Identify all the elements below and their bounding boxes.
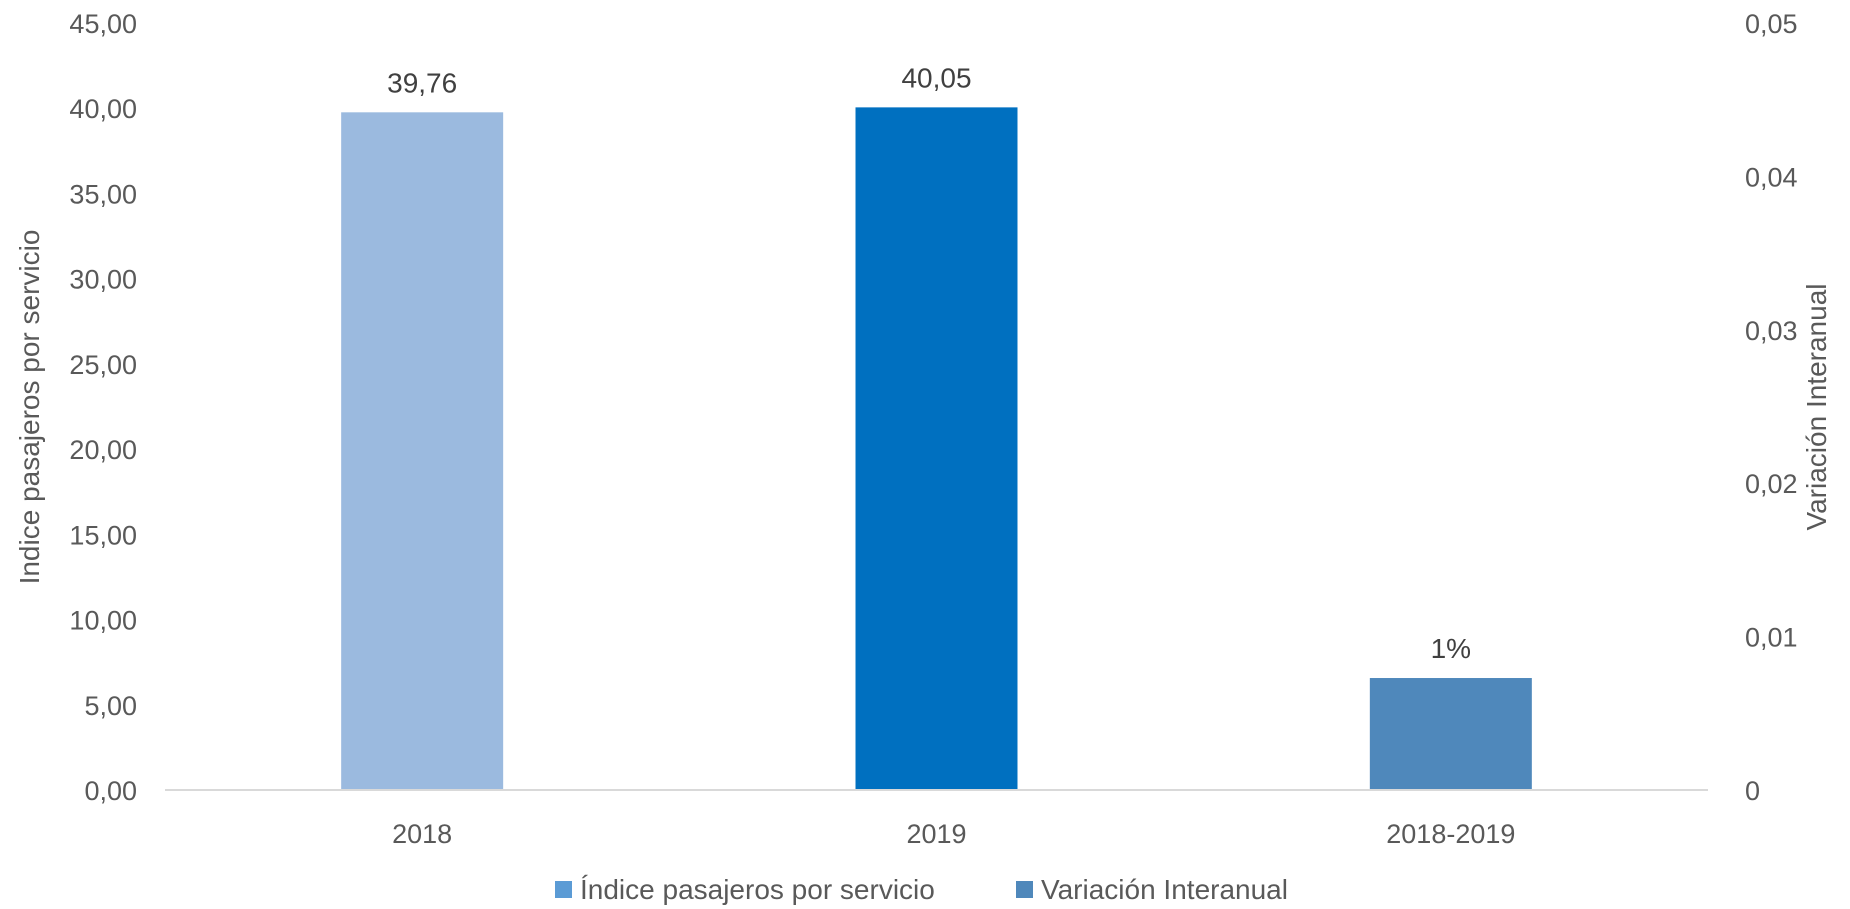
left-tick-label: 40,00 (69, 94, 137, 124)
right-tick-label: 0,05 (1745, 9, 1798, 39)
x-tick-label: 2018-2019 (1386, 819, 1515, 849)
right-axis-title: Variación Interanual (1801, 284, 1832, 531)
left-tick-label: 0,00 (84, 776, 137, 806)
left-tick-label: 10,00 (69, 606, 137, 636)
data-labels: 39,76 40,05 1% (387, 62, 1471, 664)
right-tick-label: 0 (1745, 776, 1760, 806)
x-axis-tick-labels: 2018 2019 2018-2019 (392, 819, 1515, 849)
x-tick-label: 2018 (392, 819, 452, 849)
left-tick-label: 15,00 (69, 520, 137, 550)
right-tick-label: 0,04 (1745, 162, 1798, 192)
right-tick-label: 0,02 (1745, 469, 1798, 499)
left-tick-label: 35,00 (69, 179, 137, 209)
bars (341, 107, 1532, 791)
legend: Índice pasajeros por servicio Variación … (555, 874, 1288, 905)
left-tick-label: 5,00 (84, 691, 137, 721)
data-label: 1% (1431, 633, 1471, 664)
legend-label-variacion: Variación Interanual (1041, 874, 1288, 905)
left-axis-ticks: 0,00 5,00 10,00 15,00 20,00 25,00 30,00 35,00 40… (69, 9, 137, 806)
data-label: 40,05 (901, 62, 971, 93)
bar (855, 107, 1018, 791)
legend-swatch-indice (555, 881, 572, 898)
right-tick-label: 0,03 (1745, 316, 1798, 346)
legend-label-indice: Índice pasajeros por servicio (580, 874, 935, 905)
left-tick-label: 30,00 (69, 265, 137, 295)
left-tick-label: 25,00 (69, 350, 137, 380)
bar (1369, 678, 1532, 790)
left-tick-label: 45,00 (69, 9, 137, 39)
legend-swatch-variacion (1016, 881, 1033, 898)
bar (341, 112, 504, 791)
left-tick-label: 20,00 (69, 435, 137, 465)
x-tick-label: 2019 (906, 819, 966, 849)
right-tick-label: 0,01 (1745, 623, 1798, 653)
data-label: 39,76 (387, 67, 457, 98)
left-axis-title: Indice pasajeros por servicio (14, 230, 45, 585)
right-axis-ticks: 0 0,01 0,02 0,03 0,04 0,05 (1745, 9, 1798, 806)
